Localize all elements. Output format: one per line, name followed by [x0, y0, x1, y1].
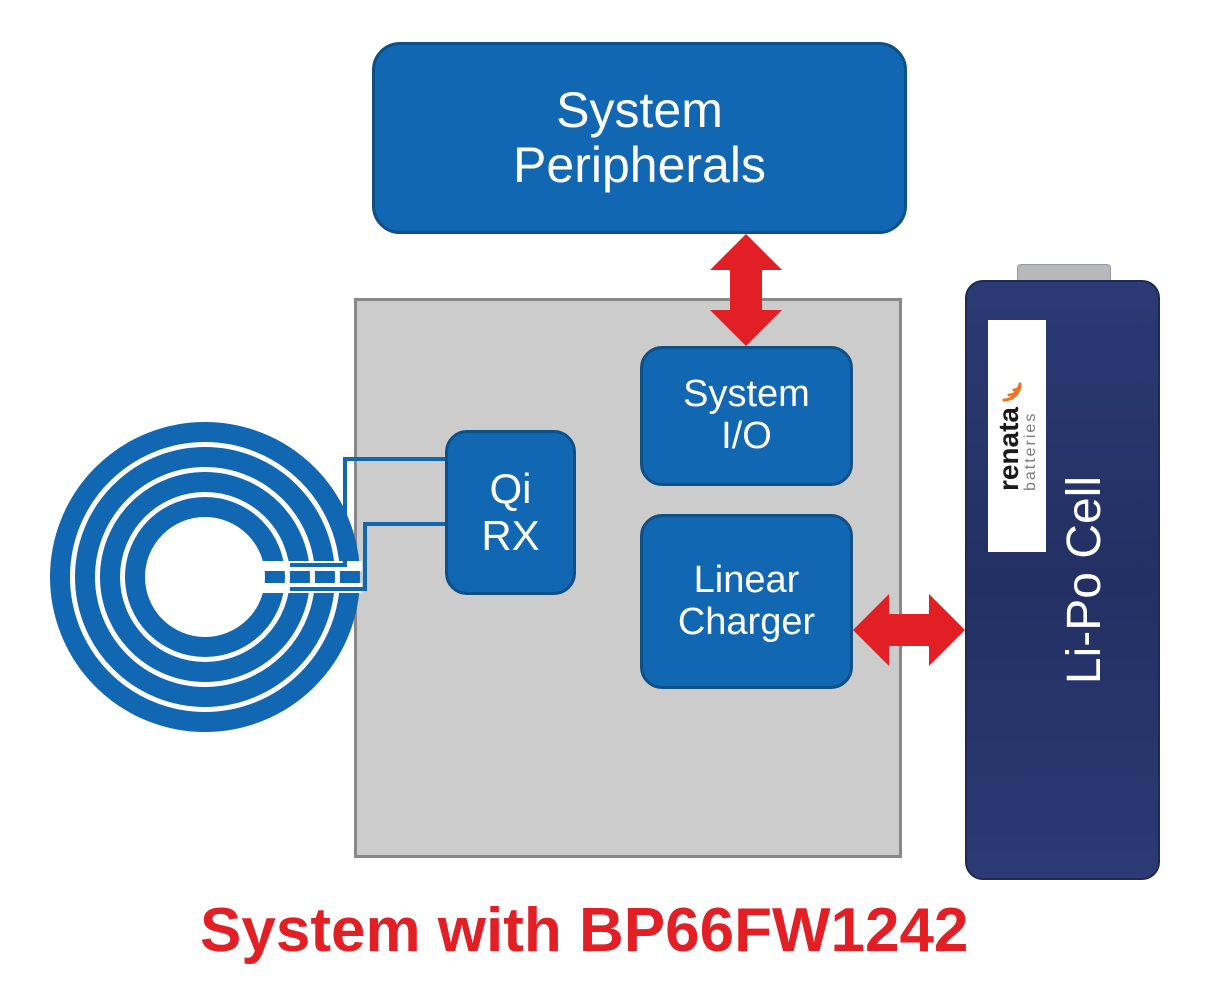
linear-charger-block: LinearCharger [640, 514, 853, 689]
caption-text: System with BP66FW1242 [200, 895, 968, 966]
qi-rx-label: QiRX [481, 466, 539, 558]
system-peripherals-block: SystemPeripherals [372, 42, 907, 234]
system-io-block: SystemI/O [640, 346, 853, 486]
renata-logo-sub: batteries [1022, 412, 1039, 491]
system-io-label: SystemI/O [683, 374, 810, 458]
renata-logo: renata batteries [988, 320, 1046, 552]
system-peripherals-label: SystemPeripherals [513, 83, 766, 193]
battery-label: Li-Po Cell [1059, 476, 1112, 684]
linear-charger-label: LinearCharger [678, 560, 815, 644]
renata-logo-text: renata [995, 407, 1023, 491]
diagram-stage: SystemPeripherals QiRX SystemI/O LinearC… [0, 0, 1219, 991]
renata-arcs-icon [1001, 381, 1023, 403]
qi-rx-block: QiRX [445, 430, 576, 595]
